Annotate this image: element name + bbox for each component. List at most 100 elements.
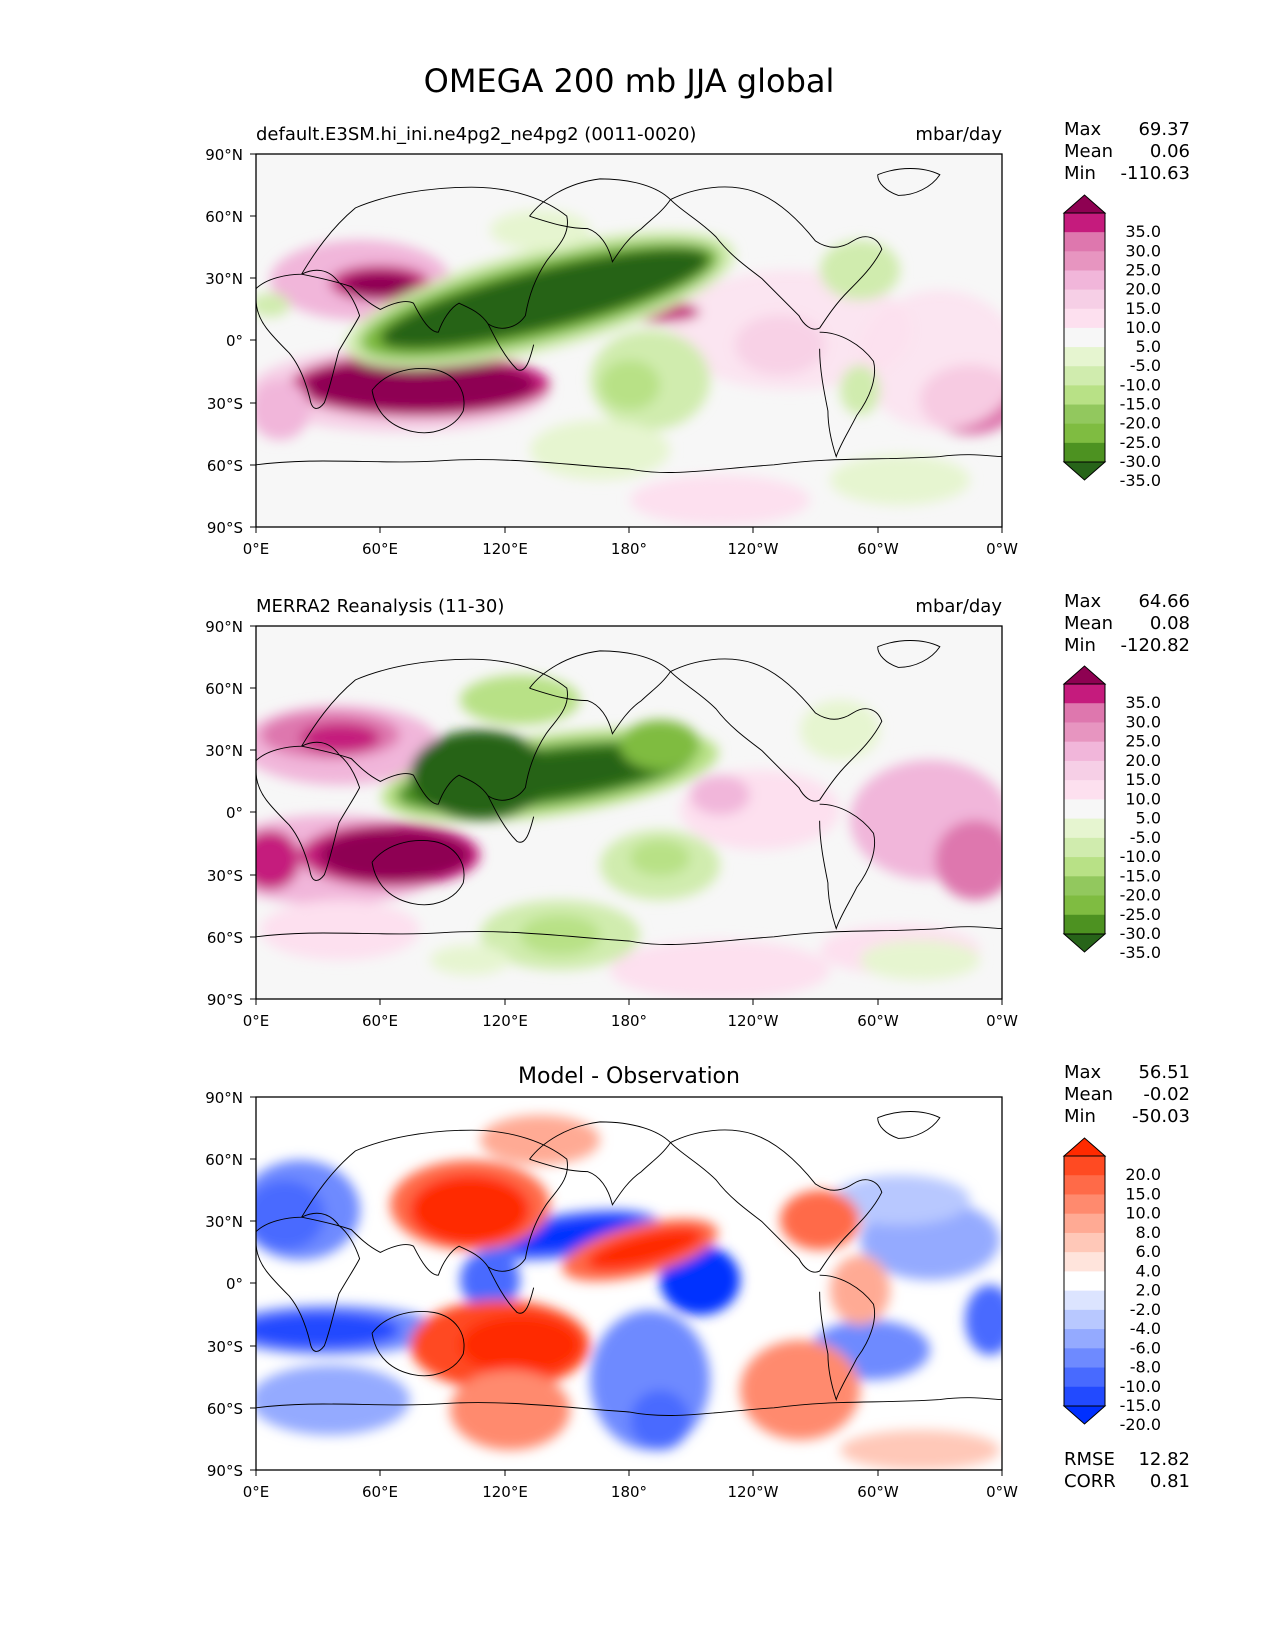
- colorbar-band: [1064, 895, 1105, 916]
- lat-tick-label: 60°N: [205, 1151, 243, 1169]
- colorbar-tick-label: -25.0: [1120, 905, 1161, 924]
- colorbar-tick-label: 20.0: [1125, 1165, 1161, 1184]
- colorbar-tick-label: 20.0: [1125, 751, 1161, 770]
- map-plot: [256, 1097, 1002, 1470]
- colorbar-band: [1064, 308, 1105, 329]
- colorbar-tick-label: 15.0: [1125, 1184, 1161, 1203]
- lon-tick-label: 60°E: [362, 540, 398, 558]
- stat-label: Max: [1064, 1062, 1102, 1083]
- colorbar-frame: [1063, 212, 1106, 463]
- colorbar-band: [1064, 1309, 1105, 1330]
- lon-tick-label: 60°W: [857, 1483, 899, 1501]
- colorbar-extension-top: [1062, 194, 1107, 214]
- contour-field: [256, 675, 1002, 999]
- colorbar-tick-label: -35.0: [1120, 943, 1161, 962]
- colorbar-tick-label: 25.0: [1125, 260, 1161, 279]
- colorbar-tick-label: 30.0: [1125, 241, 1161, 260]
- colorbar-band: [1064, 327, 1105, 348]
- lon-tick-label: 120°W: [728, 540, 779, 558]
- colorbar-band: [1064, 818, 1105, 839]
- stat-min: Min -50.03: [1064, 1106, 1190, 1127]
- colorbar-band: [1064, 1290, 1105, 1311]
- colorbar-band: [1064, 385, 1105, 406]
- colorbar-tick-label: -20.0: [1120, 1415, 1161, 1434]
- colorbar-tick-label: 30.0: [1125, 712, 1161, 731]
- colorbar-band: [1064, 799, 1105, 820]
- colorbar-tick-label: 20.0: [1125, 280, 1161, 299]
- colorbar-tick-label: -5.0: [1130, 828, 1161, 847]
- colorbar-band: [1064, 404, 1105, 425]
- lat-tick-label: 30°N: [205, 1213, 243, 1231]
- colorbar-band: [1064, 876, 1105, 897]
- lat-tick-label: 60°N: [205, 680, 243, 698]
- stat-label: Mean: [1064, 1084, 1113, 1105]
- colorbar-extension-bottom: [1062, 1405, 1107, 1425]
- panel-difference: Model - Observation Max 56.51 Mean -0.02…: [205, 1062, 1190, 1501]
- colorbar-extension-bottom: [1062, 461, 1107, 481]
- stat-value: -120.82: [1121, 635, 1190, 656]
- lon-tick-label: 60°W: [857, 540, 899, 558]
- colorbar-band: [1064, 1367, 1105, 1388]
- colorbar-tick-label: 35.0: [1125, 693, 1161, 712]
- lat-tick-label: 30°N: [205, 742, 243, 760]
- stat-min: Min -110.63: [1064, 163, 1190, 184]
- colorbar: 35.030.025.020.015.010.05.0-5.0-10.0-15.…: [1062, 194, 1161, 490]
- stat-min: Min -120.82: [1064, 635, 1190, 656]
- lat-axis: 90°N 60°N 30°N 0° 30°S 60°S 90°S: [205, 1089, 256, 1480]
- lat-tick-label: 60°S: [207, 1400, 243, 1418]
- colorbar-tick-label: -30.0: [1120, 452, 1161, 471]
- contour-field: [256, 1115, 1002, 1470]
- colorbar-tick-label: 5.0: [1136, 337, 1161, 356]
- lat-tick-label: 30°N: [205, 270, 243, 288]
- lon-tick-label: 180°: [611, 1483, 647, 1501]
- lon-tick-label: 60°E: [362, 1012, 398, 1030]
- lon-tick-label: 0°E: [243, 1483, 270, 1501]
- stat-mean: Mean 0.06: [1064, 141, 1190, 162]
- colorbar-tick-label: -15.0: [1120, 1396, 1161, 1415]
- lat-axis: 90°N 60°N 30°N 0° 30°S 60°S 90°S: [205, 618, 256, 1009]
- lon-tick-label: 0°W: [986, 1483, 1018, 1501]
- panel-left-title: MERRA2 Reanalysis (11-30): [256, 596, 504, 617]
- lon-tick-label: 180°: [611, 540, 647, 558]
- colorbar-band: [1064, 1252, 1105, 1272]
- stat-value: 64.66: [1138, 591, 1190, 612]
- colorbar-tick-label: 10.0: [1125, 318, 1161, 337]
- map-plot: [256, 154, 1002, 527]
- colorbar-band: [1064, 837, 1105, 858]
- colorbar-tick-label: -10.0: [1120, 375, 1161, 394]
- lat-tick-label: 30°S: [207, 867, 243, 885]
- colorbar-band: [1064, 366, 1105, 386]
- lat-tick-label: 90°S: [207, 519, 243, 537]
- panel-units: mbar/day: [915, 124, 1002, 145]
- stat-mean: Mean 0.08: [1064, 613, 1190, 634]
- colorbar-tick-label: -4.0: [1130, 1319, 1161, 1338]
- colorbar-frame: [1063, 1155, 1106, 1407]
- colorbar-band: [1064, 741, 1105, 762]
- colorbar-extension-top: [1062, 1137, 1107, 1157]
- lon-axis: 0°E 60°E 120°E 180° 120°W 60°W 0°W: [243, 1470, 1018, 1501]
- lat-tick-label: 0°: [226, 332, 243, 350]
- stat-value: 0.06: [1150, 141, 1190, 162]
- colorbar-band: [1064, 442, 1105, 463]
- colorbar-band: [1064, 703, 1105, 723]
- colorbar-tick-label: -15.0: [1120, 866, 1161, 885]
- lat-tick-label: 60°S: [207, 929, 243, 947]
- map-plot: [256, 626, 1002, 999]
- stat-mean: Mean -0.02: [1064, 1084, 1190, 1105]
- colorbar-band: [1064, 1329, 1105, 1349]
- panel-center-title: Model - Observation: [518, 1064, 740, 1089]
- stat-value: -50.03: [1132, 1106, 1190, 1127]
- stat-value: 12.82: [1138, 1449, 1190, 1470]
- colorbar-band: [1064, 1194, 1105, 1215]
- lon-tick-label: 120°W: [728, 1483, 779, 1501]
- panel-test-model: default.E3SM.hi_ini.ne4pg2_ne4pg2 (0011-…: [205, 119, 1190, 558]
- stat-value: 69.37: [1138, 119, 1190, 140]
- colorbar-tick-label: -2.0: [1130, 1300, 1161, 1319]
- panel-left-title: default.E3SM.hi_ini.ne4pg2_ne4pg2 (0011-…: [256, 124, 696, 145]
- stat-max: Max 64.66: [1064, 591, 1190, 612]
- lat-tick-label: 90°S: [207, 991, 243, 1009]
- colorbar-band: [1064, 1386, 1105, 1407]
- lat-tick-label: 90°N: [205, 1089, 243, 1107]
- figure-title: OMEGA 200 mb JJA global: [424, 62, 835, 100]
- colorbar-tick-label: -25.0: [1120, 433, 1161, 452]
